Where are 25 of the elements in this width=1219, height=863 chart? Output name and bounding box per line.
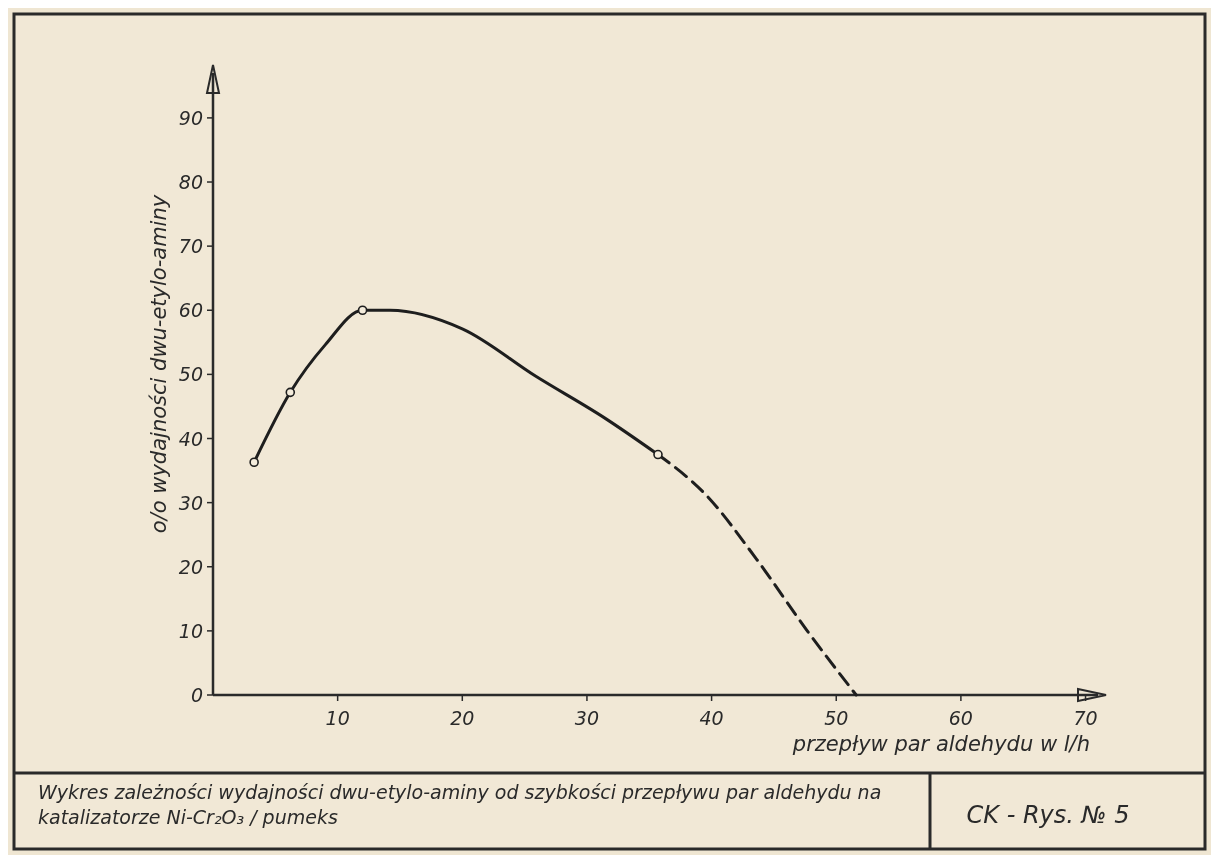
x-tick-label: 60 bbox=[948, 707, 973, 729]
x-tick-label: 10 bbox=[325, 707, 350, 729]
text: CK - Rys. № 5 bbox=[966, 801, 1130, 829]
text: Wykres zależności wydajności dwu-etylo-aminy od szybkości przepływu par aldehydu na katalizatorze Ni-Cr₂O₃ / pumeks bbox=[37, 780, 883, 830]
y-tick-label: 0 bbox=[190, 684, 203, 706]
y-tick-label: 30 bbox=[178, 491, 203, 514]
y-tick-label: 20 bbox=[178, 555, 203, 578]
y-tick-label: 60 bbox=[178, 299, 203, 322]
x-tick-label: 20 bbox=[450, 707, 475, 729]
x-tick-label: 50 bbox=[824, 707, 849, 729]
point bbox=[653, 449, 663, 460]
point bbox=[249, 457, 259, 468]
x-axis-title: przepływ par aldehydu w l/h bbox=[791, 732, 1090, 756]
y-tick-label: 40 bbox=[178, 427, 203, 450]
y-tick-label: 50 bbox=[178, 363, 203, 386]
x-tick-label: 30 bbox=[574, 707, 600, 729]
y-axis-title: o/o wydajności dwu-etylo-aminy bbox=[147, 194, 171, 534]
x-tick-label: 40 bbox=[699, 707, 724, 729]
y-tick-label: 80 bbox=[178, 171, 203, 194]
y-tick-label: 10 bbox=[178, 619, 203, 642]
y-tick-label: 90 bbox=[178, 106, 203, 129]
x-tick-label: 70 bbox=[1073, 707, 1098, 729]
point bbox=[357, 305, 368, 316]
point bbox=[285, 387, 296, 398]
y-tick-label: 70 bbox=[178, 235, 203, 258]
